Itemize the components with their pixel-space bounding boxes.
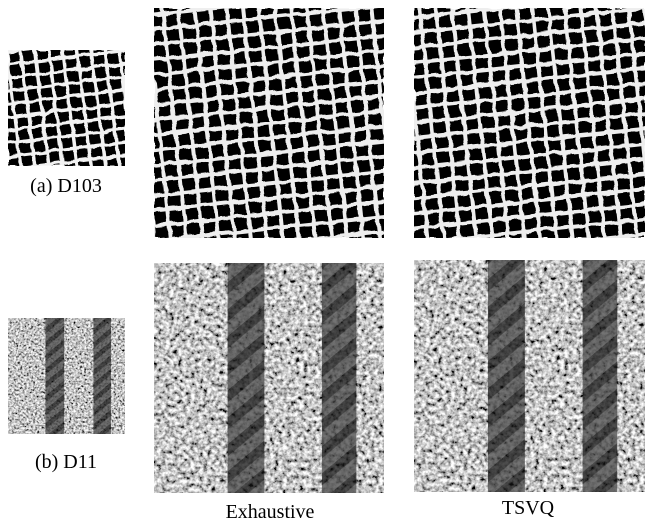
figure: (a) D103 (b) D11 Exhaustive TSVQ (0, 0, 645, 523)
texture-fabric-tsvq (414, 260, 645, 492)
texture-grid-small (8, 50, 125, 166)
column-label: Exhaustive (226, 501, 315, 523)
page: {"panels": [{"label": "(a) D103"}, {"lab… (0, 0, 645, 523)
texture-fabric-exhaustive (154, 263, 384, 493)
panel-label: (b) D11 (35, 451, 97, 473)
column-label: TSVQ (502, 497, 555, 519)
texture-grid-tsvq (414, 8, 645, 238)
panel-label: (a) D103 (30, 175, 102, 197)
texture-grid-exhaustive (154, 8, 384, 238)
texture-fabric-small (8, 318, 125, 434)
